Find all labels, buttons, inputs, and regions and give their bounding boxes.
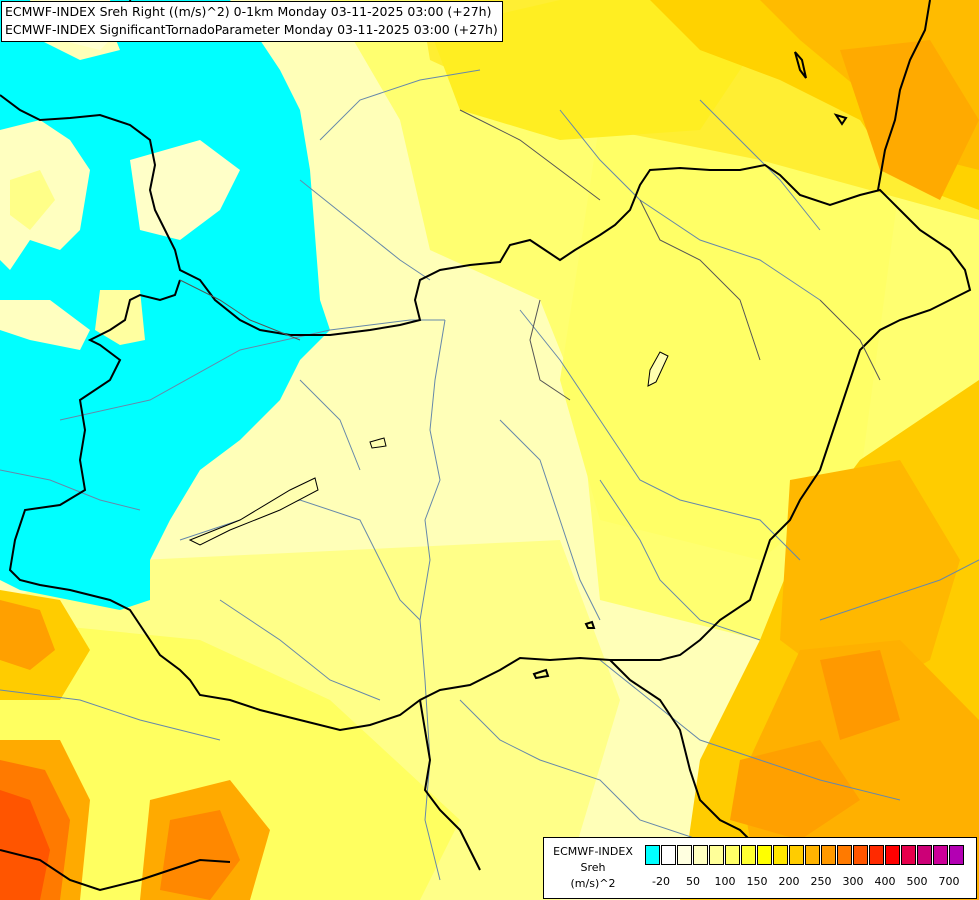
header-line-stp: ECMWF-INDEX SignificantTornadoParameter … <box>5 22 498 37</box>
legend-tick-label: 700 <box>938 875 960 888</box>
legend-swatch <box>933 845 948 865</box>
legend-tick-label: 50 <box>686 875 700 888</box>
legend-swatch <box>949 845 964 865</box>
legend-swatch <box>805 845 820 865</box>
legend-tick-label: 200 <box>778 875 800 888</box>
legend-ticks: -20 50 100 150 200 250 300 400 500 700 <box>645 875 975 891</box>
legend-swatch <box>773 845 788 865</box>
legend-swatches <box>645 845 965 865</box>
rivers <box>0 69 979 881</box>
legend-swatch <box>725 845 740 865</box>
legend-swatch <box>837 845 852 865</box>
legend-title-source: ECMWF-INDEX <box>553 845 633 858</box>
legend-swatch <box>917 845 932 865</box>
legend-title-param: Sreh <box>580 861 606 874</box>
legend-tick-label: 150 <box>746 875 768 888</box>
legend-title: ECMWF-INDEX Sreh (m/s)^2 <box>544 844 642 892</box>
legend-swatch <box>757 845 772 865</box>
legend-swatch <box>821 845 836 865</box>
legend-tick-label: 100 <box>714 875 736 888</box>
legend-tick-label: -20 <box>652 875 670 888</box>
legend-swatch <box>869 845 884 865</box>
legend-swatch <box>677 845 692 865</box>
regional-borders <box>179 109 881 401</box>
header-line-srh: ECMWF-INDEX Sreh Right ((m/s)^2) 0-1km M… <box>5 4 492 19</box>
legend-title-unit: (m/s)^2 <box>570 877 616 890</box>
legend-swatch <box>789 845 804 865</box>
legend-tick-label: 400 <box>874 875 896 888</box>
legend-tick-label: 300 <box>842 875 864 888</box>
legend-swatch <box>709 845 724 865</box>
legend-swatch <box>645 845 660 865</box>
map-header: ECMWF-INDEX Sreh Right ((m/s)^2) 0-1km M… <box>1 1 503 42</box>
legend-swatch <box>901 845 916 865</box>
legend-tick-label: 250 <box>810 875 832 888</box>
legend-swatch <box>661 845 676 865</box>
lakes <box>188 351 669 546</box>
legend-swatch <box>741 845 756 865</box>
legend-tick-label: 500 <box>906 875 928 888</box>
color-legend: ECMWF-INDEX Sreh (m/s)^2 -20 50 100 150 200 2… <box>543 837 977 899</box>
legend-swatch <box>885 845 900 865</box>
legend-swatch <box>693 845 708 865</box>
legend-swatch <box>853 845 868 865</box>
